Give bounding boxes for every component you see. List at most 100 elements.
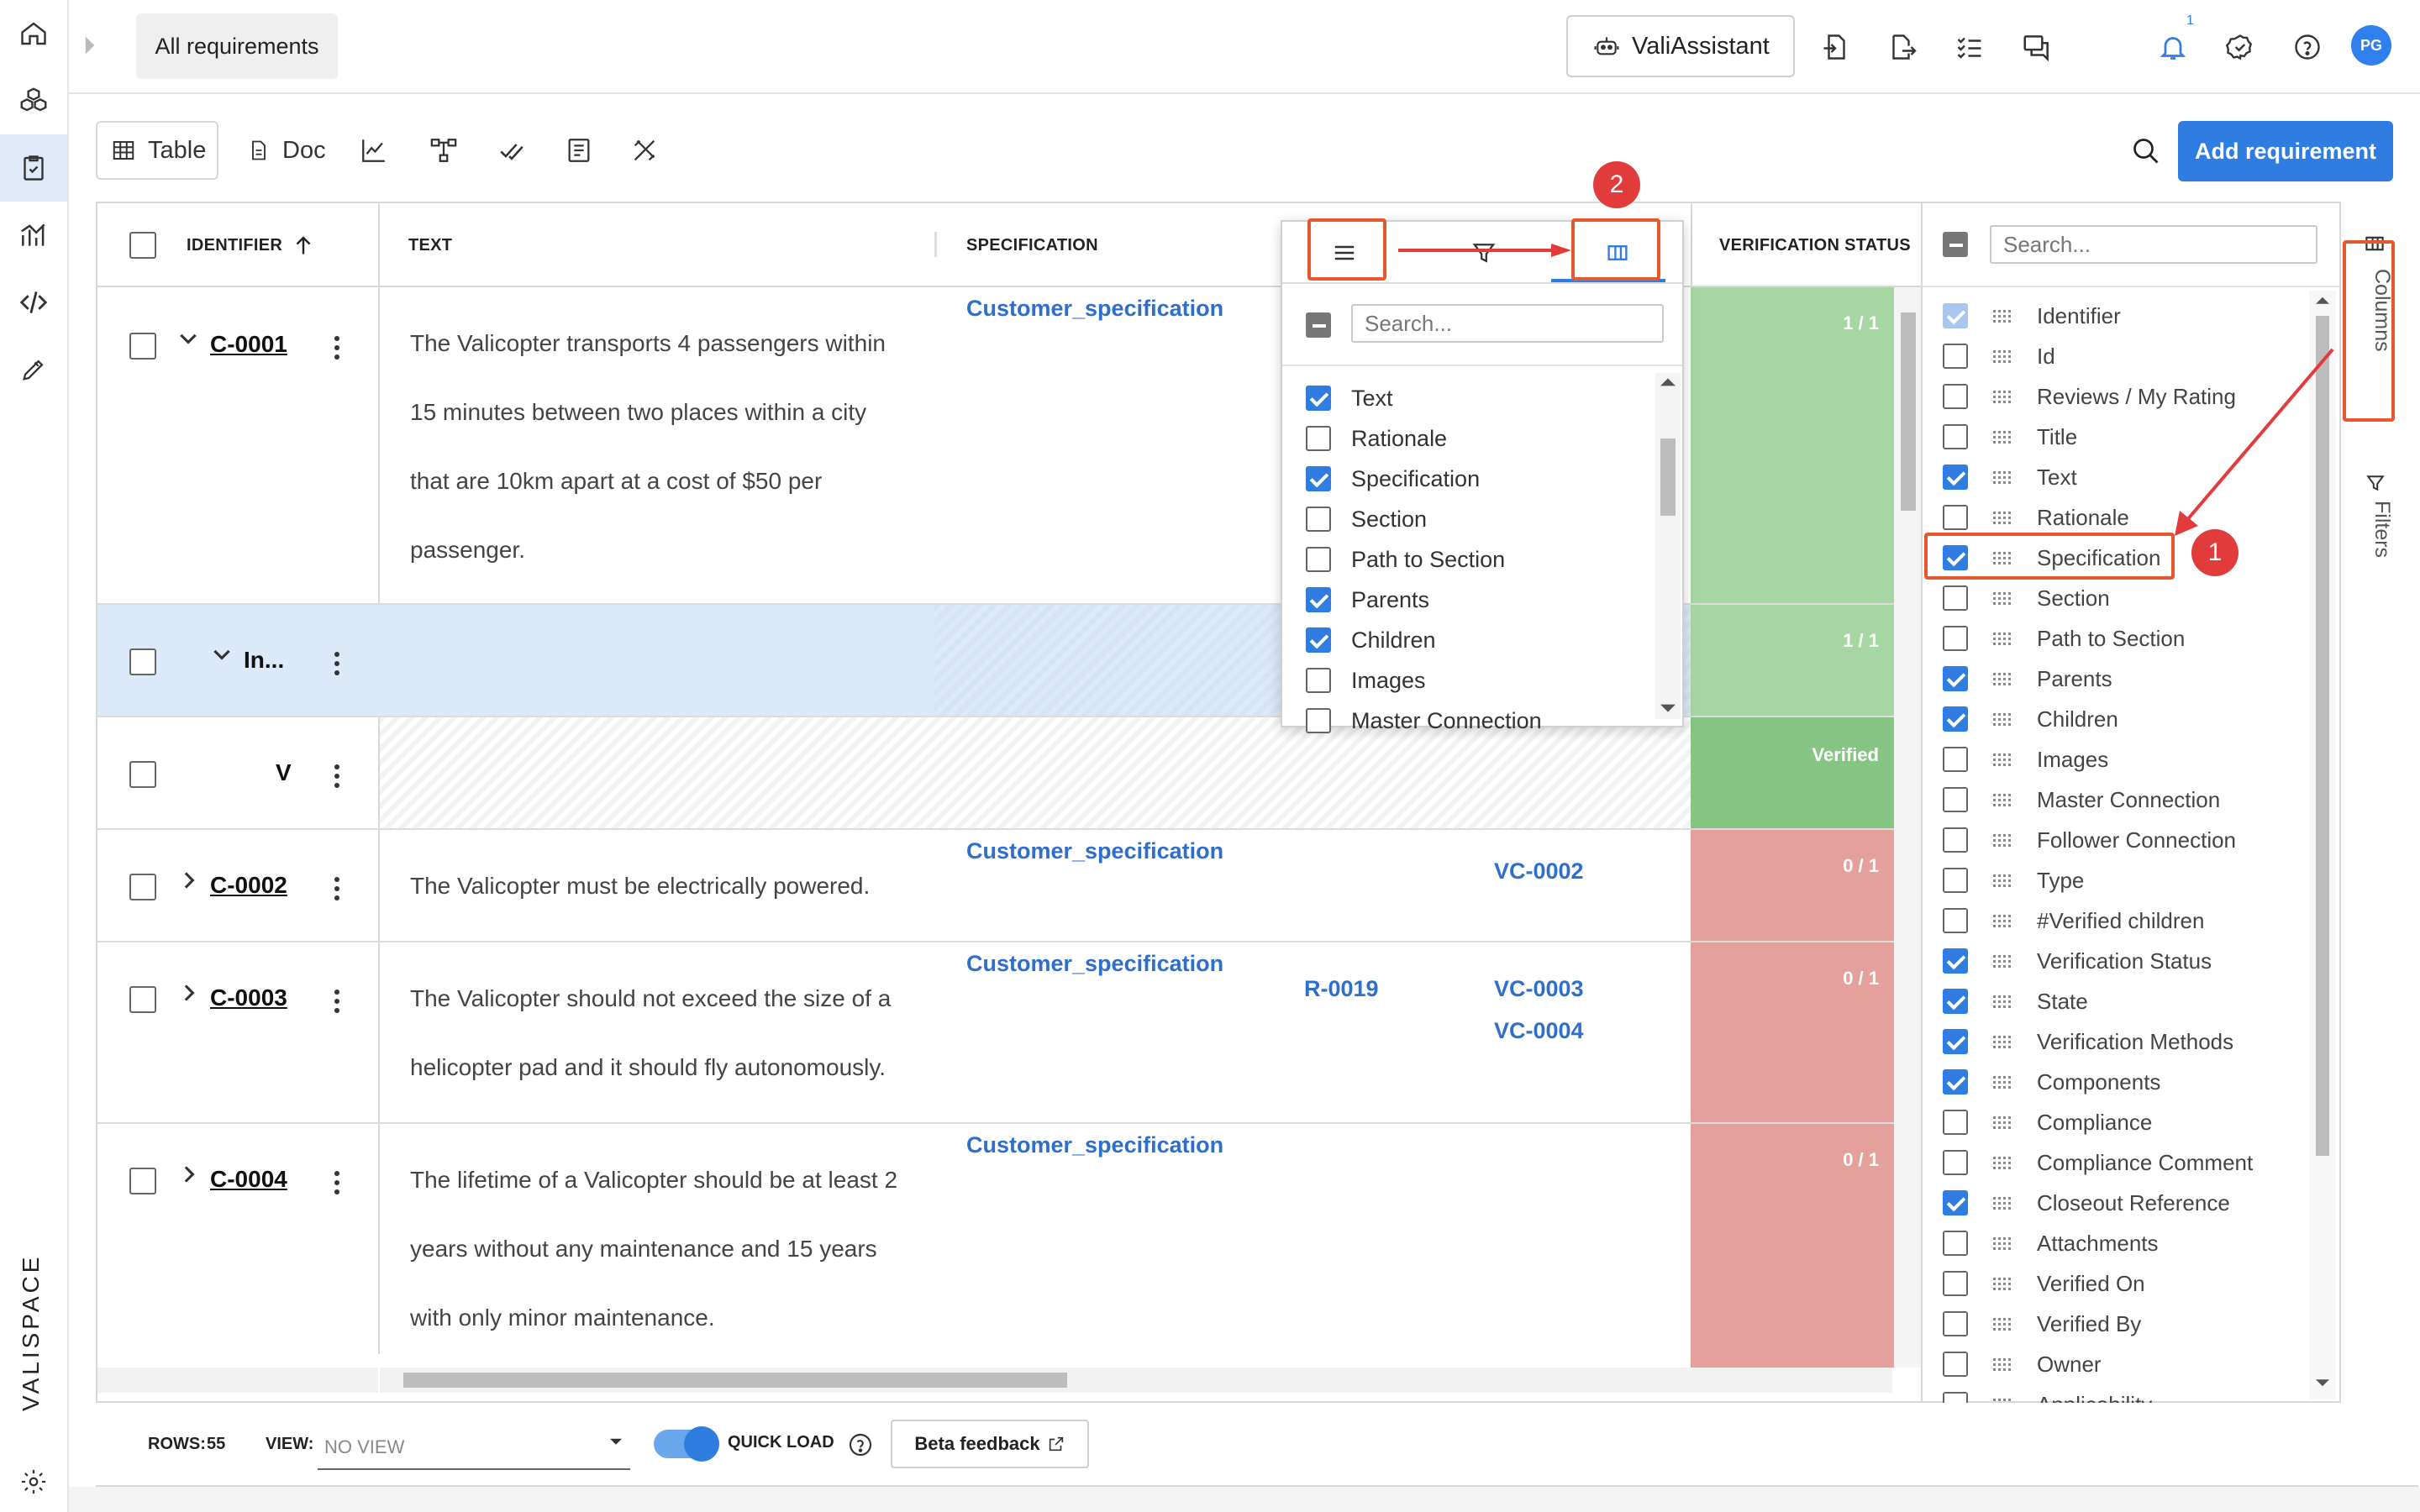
drag-handle-icon[interactable]: [1993, 1317, 2012, 1331]
row-menu-icon[interactable]: [334, 652, 341, 680]
side-column-checkbox[interactable]: [1943, 706, 1968, 732]
specification-link[interactable]: Customer_specification: [966, 838, 1224, 864]
table-row[interactable]: C-0004 The lifetime of a Valicopter shou…: [97, 1124, 1921, 1368]
requirement-id-link[interactable]: C-0004: [210, 1166, 287, 1192]
tree-view-icon[interactable]: [429, 136, 459, 165]
side-panel-scrollbar[interactable]: [2309, 291, 2336, 1399]
specification-link[interactable]: Customer_specification: [966, 296, 1224, 321]
drag-handle-icon[interactable]: [1993, 591, 2012, 605]
side-column-option[interactable]: Compliance Comment: [1943, 1146, 2253, 1179]
add-requirement-button[interactable]: Add requirement: [2178, 121, 2393, 181]
view-select[interactable]: NO VIEW: [318, 1421, 630, 1470]
drag-handle-icon[interactable]: [1993, 470, 2012, 484]
side-column-checkbox[interactable]: [1943, 868, 1968, 893]
column-option[interactable]: Text: [1306, 381, 1393, 415]
table-row[interactable]: C-0002 The Valicopter must be electrical…: [97, 830, 1921, 942]
drag-handle-icon[interactable]: [1993, 511, 2012, 524]
columns-icon[interactable]: [1607, 244, 1628, 262]
side-column-option[interactable]: Parents: [1943, 662, 2112, 696]
breadcrumb[interactable]: All requirements: [136, 13, 338, 79]
drag-handle-icon[interactable]: [1993, 1277, 2012, 1290]
scroll-down-arrow[interactable]: [2316, 1379, 2329, 1388]
horizontal-scrollbar[interactable]: [380, 1368, 1892, 1393]
columns-tab[interactable]: Columns: [2370, 269, 2394, 352]
verification-view-icon[interactable]: [497, 136, 526, 165]
pencil-ruler-icon[interactable]: [13, 349, 54, 390]
side-column-checkbox[interactable]: [1943, 626, 1968, 651]
column-option[interactable]: Children: [1306, 623, 1436, 657]
side-column-checkbox[interactable]: [1943, 948, 1968, 974]
home-icon[interactable]: [13, 13, 54, 54]
user-avatar[interactable]: PG: [2351, 25, 2391, 66]
chevron-right-icon[interactable]: [180, 983, 200, 1003]
side-column-checkbox[interactable]: [1943, 384, 1968, 409]
side-column-checkbox[interactable]: [1943, 747, 1968, 772]
bell-icon[interactable]: [2154, 29, 2191, 66]
side-column-option[interactable]: Attachments: [1943, 1226, 2159, 1260]
side-column-checkbox[interactable]: [1943, 1150, 1968, 1175]
scrollbar-thumb[interactable]: [1660, 438, 1676, 516]
identifier-column-header[interactable]: IDENTIFIER: [187, 203, 313, 287]
chevron-down-icon[interactable]: [212, 645, 232, 665]
table-vertical-scrollbar[interactable]: [1894, 287, 1921, 1368]
side-column-option[interactable]: State: [1943, 984, 2088, 1018]
column-option-checkbox[interactable]: [1306, 547, 1331, 572]
column-option[interactable]: Path to Section: [1306, 543, 1505, 576]
settings-gear-icon[interactable]: [13, 1462, 54, 1502]
table-row[interactable]: V Verified: [97, 717, 1921, 830]
child-link[interactable]: VC-0003: [1494, 976, 1584, 1001]
requirement-id-link[interactable]: C-0003: [210, 984, 287, 1011]
side-column-option[interactable]: Verification Methods: [1943, 1025, 2233, 1058]
chat-icon[interactable]: [2018, 29, 2055, 66]
side-column-checkbox[interactable]: [1943, 989, 1968, 1014]
drag-handle-icon[interactable]: [1993, 1196, 2012, 1210]
column-option-checkbox[interactable]: [1306, 708, 1331, 733]
checklist-icon[interactable]: [1951, 29, 1988, 66]
expand-sidebar-icon[interactable]: [82, 34, 97, 57]
menu-lines-icon[interactable]: [1333, 242, 1356, 264]
column-resize-handle[interactable]: [934, 232, 937, 257]
side-column-option[interactable]: Owner: [1943, 1347, 2102, 1381]
side-column-checkbox[interactable]: [1943, 1110, 1968, 1135]
side-column-option[interactable]: Id: [1943, 339, 2055, 373]
chevron-right-icon[interactable]: [180, 1164, 200, 1184]
scrollbar-thumb[interactable]: [403, 1373, 1067, 1388]
quick-load-toggle[interactable]: [654, 1426, 719, 1462]
popup-scrollbar[interactable]: [1655, 373, 1681, 719]
side-column-option[interactable]: Images: [1943, 743, 2108, 776]
drag-handle-icon[interactable]: [1993, 1357, 2012, 1371]
column-option[interactable]: Parents: [1306, 583, 1429, 617]
scroll-up-arrow[interactable]: [1660, 376, 1676, 386]
sort-ascending-icon[interactable]: [294, 235, 313, 255]
drag-handle-icon[interactable]: [1993, 793, 2012, 806]
side-column-checkbox[interactable]: [1943, 1231, 1968, 1256]
side-column-option[interactable]: Components: [1943, 1065, 2160, 1099]
drag-handle-icon[interactable]: [1993, 551, 2012, 564]
side-column-checkbox[interactable]: [1943, 505, 1968, 530]
column-option-checkbox[interactable]: [1306, 507, 1331, 532]
row-checkbox[interactable]: [129, 1168, 156, 1194]
side-column-checkbox[interactable]: [1943, 545, 1968, 570]
drag-handle-icon[interactable]: [1993, 430, 2012, 444]
side-column-checkbox[interactable]: [1943, 1069, 1968, 1095]
drag-handle-icon[interactable]: [1993, 753, 2012, 766]
table-view-tab[interactable]: Table: [96, 121, 218, 180]
row-menu-icon[interactable]: [334, 877, 341, 905]
row-menu-icon[interactable]: [334, 990, 341, 1017]
column-option[interactable]: Rationale: [1306, 422, 1447, 455]
requirements-icon[interactable]: [0, 134, 67, 202]
drag-handle-icon[interactable]: [1993, 1035, 2012, 1048]
scrollbar-thumb[interactable]: [2316, 316, 2329, 1156]
column-option-checkbox[interactable]: [1306, 627, 1331, 653]
export-icon[interactable]: [1884, 29, 1921, 66]
column-option[interactable]: Master Connection: [1306, 704, 1542, 738]
verification-status-column-header[interactable]: VERIFICATION STATUS: [1719, 235, 1911, 255]
search-icon[interactable]: [2131, 136, 2161, 166]
column-option-checkbox[interactable]: [1306, 386, 1331, 411]
column-option-checkbox[interactable]: [1306, 668, 1331, 693]
chevron-down-icon[interactable]: [178, 329, 198, 349]
side-column-checkbox[interactable]: [1943, 344, 1968, 369]
side-column-option[interactable]: Verified By: [1943, 1307, 2141, 1341]
row-menu-icon[interactable]: [334, 1171, 341, 1199]
side-column-option[interactable]: Rationale: [1943, 501, 2129, 534]
